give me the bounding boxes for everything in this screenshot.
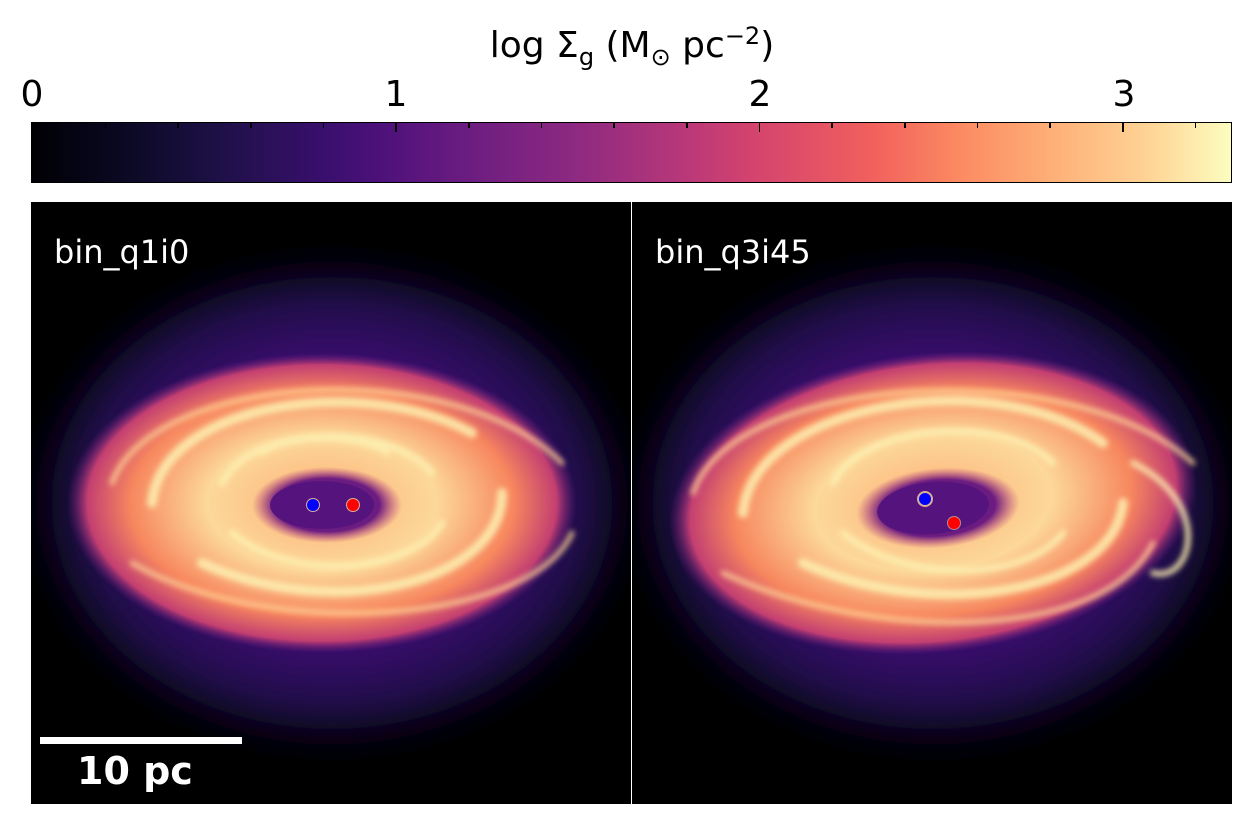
black-hole-secondary-right bbox=[948, 517, 960, 529]
colorbar-major-tick bbox=[395, 123, 397, 132]
colorbar bbox=[31, 122, 1232, 183]
colorbar-minor-tick bbox=[831, 123, 833, 128]
colorbar-minor-tick bbox=[1194, 123, 1197, 128]
colorbar-minor-tick bbox=[104, 123, 107, 128]
scale-bar bbox=[40, 737, 242, 744]
colorbar-major-tick bbox=[1122, 123, 1124, 132]
colorbar-major-tick bbox=[758, 123, 761, 132]
panel-bin-q1i0: bin_q1i0 10 pc bbox=[31, 202, 631, 804]
colorbar-tick-label-2: 2 bbox=[748, 74, 772, 115]
panel-label-left: bin_q1i0 bbox=[54, 233, 190, 271]
colorbar-title: log Σg (M⊙ pc−2) bbox=[489, 22, 775, 72]
black-hole-secondary-left bbox=[347, 499, 359, 511]
colorbar-minor-tick bbox=[540, 123, 543, 128]
panel-label-right: bin_q3i45 bbox=[655, 233, 811, 271]
colorbar-minor-tick bbox=[322, 123, 325, 128]
colorbar-minor-tick bbox=[1049, 123, 1051, 128]
colorbar-major-tick bbox=[32, 123, 34, 132]
gas-disk-image-left bbox=[32, 253, 630, 753]
scale-bar-label: 10 pc bbox=[77, 749, 193, 793]
colorbar-minor-tick bbox=[686, 123, 688, 128]
black-hole-primary-right bbox=[919, 493, 931, 505]
colorbar-minor-tick bbox=[250, 123, 252, 128]
colorbar-tick-label-1: 1 bbox=[384, 74, 408, 115]
black-hole-primary-left bbox=[307, 499, 319, 511]
colorbar-minor-tick bbox=[613, 123, 615, 128]
colorbar-minor-tick bbox=[904, 123, 906, 128]
colorbar-minor-tick bbox=[177, 123, 179, 128]
gas-disk-image-right bbox=[633, 253, 1231, 753]
colorbar-tick-label-3: 3 bbox=[1112, 74, 1136, 115]
panel-bin-q3i45: bin_q3i45 bbox=[632, 202, 1232, 804]
colorbar-minor-tick bbox=[976, 123, 979, 128]
colorbar-minor-tick bbox=[468, 123, 470, 128]
colorbar-tick-label-0: 0 bbox=[20, 74, 44, 115]
